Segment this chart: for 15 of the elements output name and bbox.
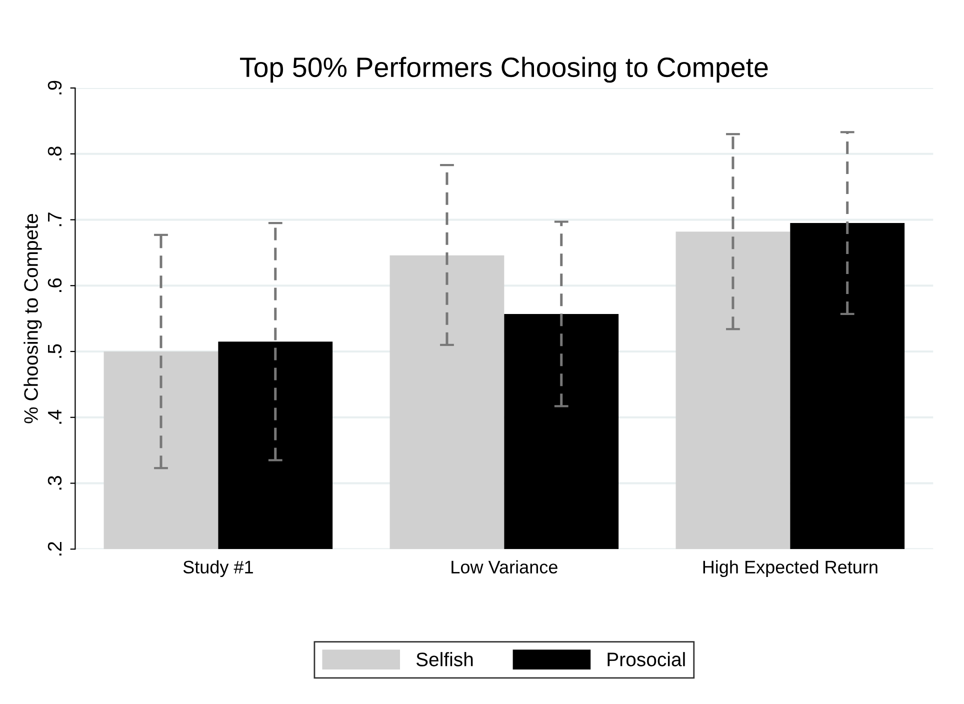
chart-title: Top 50% Performers Choosing to Compete [240, 56, 768, 83]
y-tick-label: .9 [48, 80, 62, 94]
y-axis-title: % Choosing to Compete [24, 214, 42, 424]
y-tick-label: .3 [48, 476, 62, 490]
x-tick-label: High Expected Return [703, 560, 878, 578]
legend-label: Selfish [416, 652, 473, 666]
y-tick-label: .5 [48, 344, 62, 358]
y-tick-label: .4 [48, 410, 62, 424]
y-tick-label: .7 [48, 212, 62, 226]
x-tick-label: Study #1 [183, 560, 253, 578]
y-tick-label: .6 [48, 278, 62, 292]
y-tick-label: .2 [48, 542, 62, 556]
y-tick-label: .8 [48, 146, 62, 160]
x-tick-label: Low Variance [452, 560, 558, 574]
legend-label: Prosocial [608, 652, 685, 666]
